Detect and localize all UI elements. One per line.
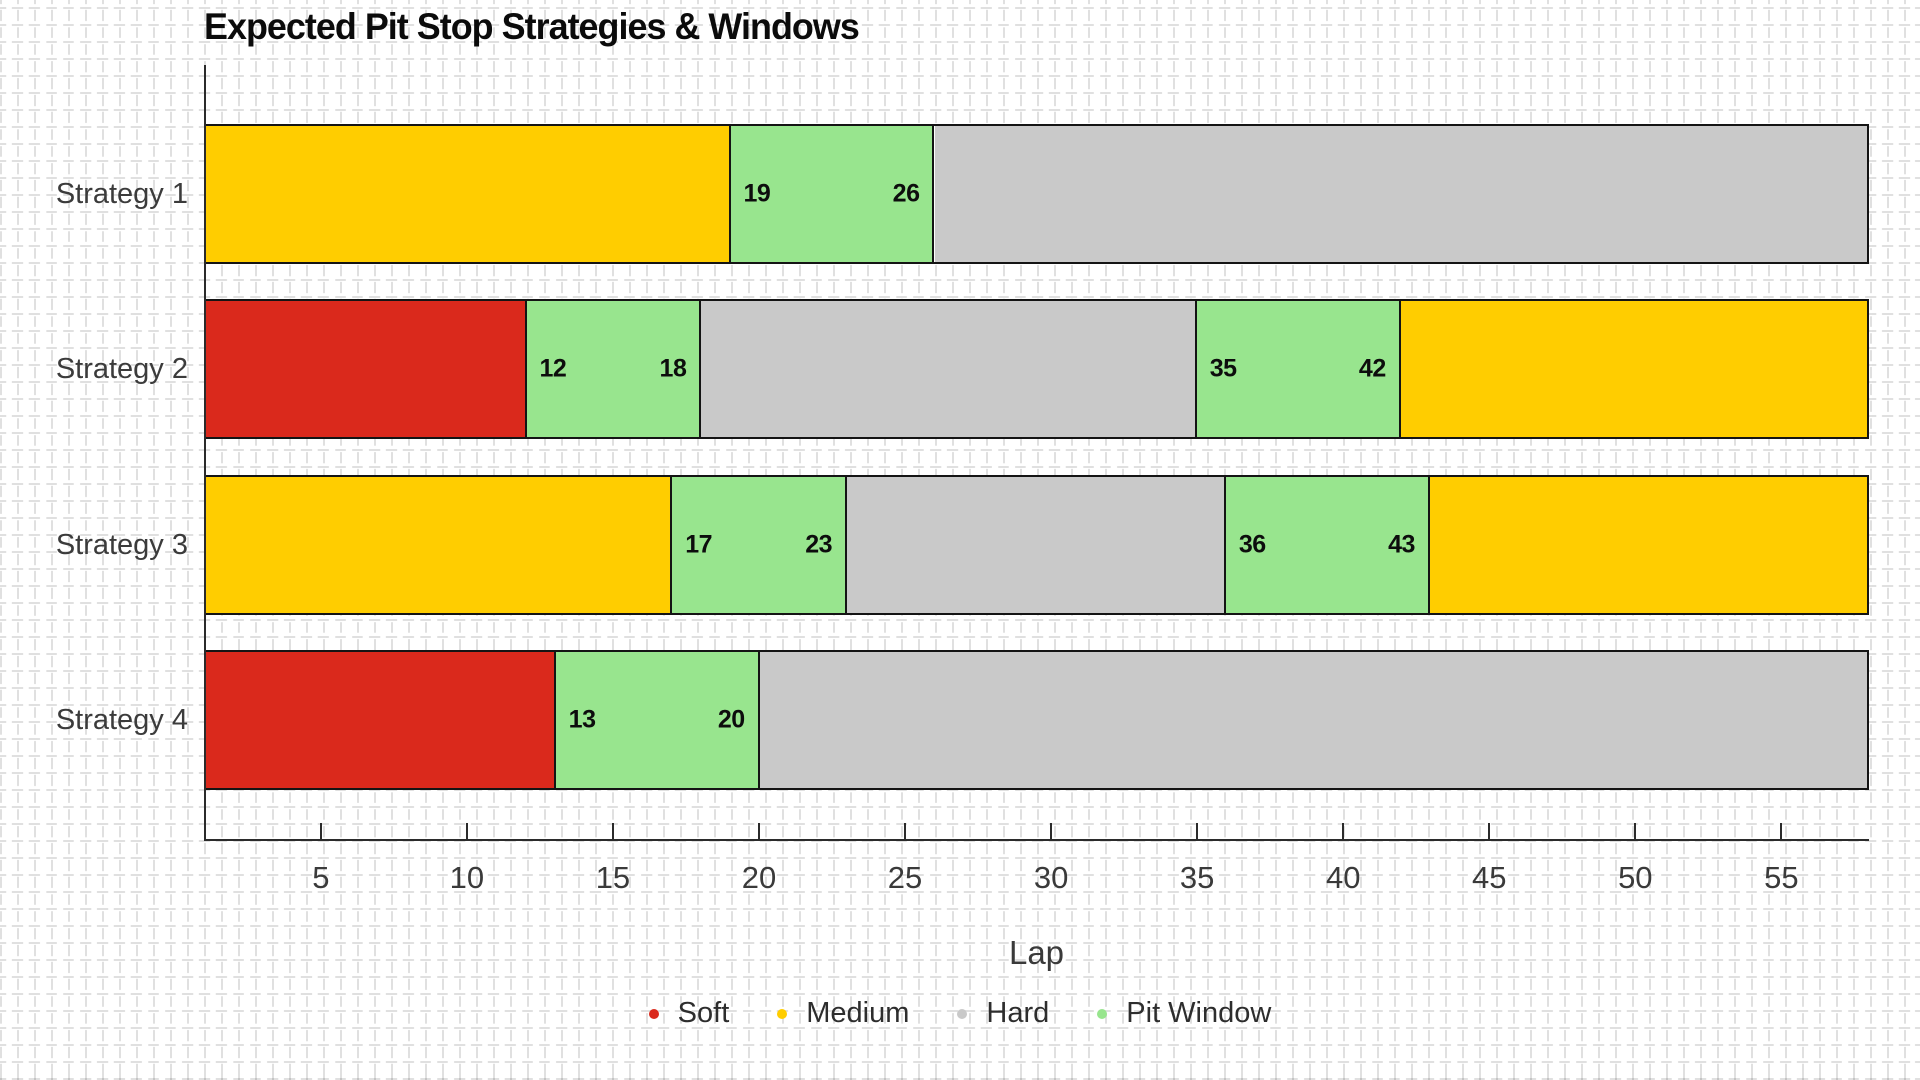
y-axis-category-label: Strategy 4 — [55, 703, 188, 736]
x-axis-tick-label: 50 — [1618, 860, 1653, 895]
pit-window-start-lap: 36 — [1238, 530, 1266, 559]
legend: Soft Medium Hard Pit Window — [0, 997, 1920, 1030]
y-axis-category-label: Strategy 2 — [55, 352, 188, 385]
x-axis-tick — [465, 823, 468, 839]
segment-medium[interactable] — [206, 477, 673, 613]
segment-pit-window[interactable]: 17 23 — [672, 477, 848, 613]
plot-area: 19 26 12 18 35 42 17 23 36 43 13 20 5 10 15 20 25 30 35 40… — [204, 65, 1869, 895]
x-axis-tick — [758, 823, 760, 839]
x-axis-tick — [1488, 823, 1491, 839]
segment-soft[interactable] — [206, 301, 527, 437]
segment-medium[interactable] — [206, 126, 731, 262]
segment-pit-window[interactable]: 13 20 — [555, 652, 760, 788]
legend-dot-icon — [648, 1008, 659, 1019]
legend-dot-icon — [1097, 1008, 1108, 1019]
x-axis-tick-label: 45 — [1472, 860, 1507, 895]
pit-window-end-lap: 23 — [805, 530, 833, 559]
segment-medium[interactable] — [1429, 477, 1867, 613]
x-axis-tick — [1634, 823, 1637, 839]
pit-window-end-lap: 26 — [892, 179, 920, 208]
x-axis-tick — [611, 823, 614, 839]
chart-title: Expected Pit Stop Strategies & Windows — [204, 6, 860, 47]
x-axis-tick — [1050, 823, 1053, 839]
segment-hard[interactable] — [847, 477, 1226, 613]
pit-window-start-lap: 17 — [685, 530, 713, 559]
segment-medium[interactable] — [1400, 301, 1867, 437]
pit-window-end-lap: 42 — [1358, 354, 1386, 383]
pit-window-start-lap: 13 — [568, 705, 596, 734]
x-axis-tick-label: 30 — [1033, 860, 1069, 895]
legend-label: Soft — [677, 997, 730, 1029]
pit-window-start-lap: 35 — [1209, 354, 1237, 383]
x-axis-tick-label: 35 — [1179, 860, 1215, 895]
strategy-row: 12 18 35 42 — [204, 299, 1869, 439]
legend-dot-icon — [957, 1008, 968, 1019]
segment-pit-window[interactable]: 19 26 — [730, 126, 935, 262]
pit-window-start-lap: 12 — [539, 354, 567, 383]
x-axis-tick-label: 55 — [1764, 860, 1799, 895]
segment-pit-window[interactable]: 36 43 — [1225, 477, 1430, 613]
x-axis-tick-label: 25 — [887, 860, 923, 895]
segment-pit-window[interactable]: 12 18 — [526, 301, 702, 437]
x-axis-tick — [1196, 823, 1199, 839]
pit-window-start-lap: 19 — [743, 179, 771, 208]
legend-item-hard[interactable]: Hard — [957, 997, 1049, 1030]
x-axis-title: Lap — [1008, 934, 1065, 971]
x-axis-tick — [904, 823, 907, 839]
pit-window-end-lap: 43 — [1388, 530, 1415, 559]
segment-hard[interactable] — [934, 126, 1867, 262]
x-axis-tick — [319, 823, 322, 839]
legend-item-soft[interactable]: Soft — [648, 997, 730, 1030]
strategy-row: 19 26 — [204, 124, 1869, 264]
x-axis-tick-label: 15 — [595, 860, 631, 895]
legend-item-pit-window[interactable]: Pit Window — [1097, 997, 1271, 1030]
x-axis-tick-label: 20 — [741, 860, 777, 895]
pit-window-end-lap: 18 — [659, 354, 687, 383]
y-axis-category-label: Strategy 1 — [55, 177, 188, 210]
segment-pit-window[interactable]: 35 42 — [1196, 301, 1401, 437]
legend-dot-icon — [777, 1008, 788, 1019]
x-axis-tick-label: 40 — [1325, 860, 1361, 895]
strategy-row: 13 20 — [204, 650, 1869, 790]
x-axis-tick-label: 10 — [449, 860, 485, 895]
strategy-row: 17 23 36 43 — [204, 475, 1869, 615]
x-axis-tick — [1780, 823, 1783, 839]
pit-window-end-lap: 20 — [717, 705, 745, 734]
legend-label: Hard — [986, 997, 1050, 1029]
x-axis-line — [204, 839, 1869, 841]
y-axis-line — [204, 65, 206, 841]
legend-label: Pit Window — [1126, 997, 1272, 1029]
y-axis-category-label: Strategy 3 — [55, 528, 188, 561]
legend-item-medium[interactable]: Medium — [777, 997, 909, 1030]
x-axis-tick-label: 5 — [312, 860, 330, 895]
segment-soft[interactable] — [206, 652, 556, 788]
segment-hard[interactable] — [759, 652, 1867, 788]
legend-label: Medium — [806, 997, 910, 1029]
x-axis-tick — [1342, 823, 1345, 839]
segment-hard[interactable] — [701, 301, 1197, 437]
